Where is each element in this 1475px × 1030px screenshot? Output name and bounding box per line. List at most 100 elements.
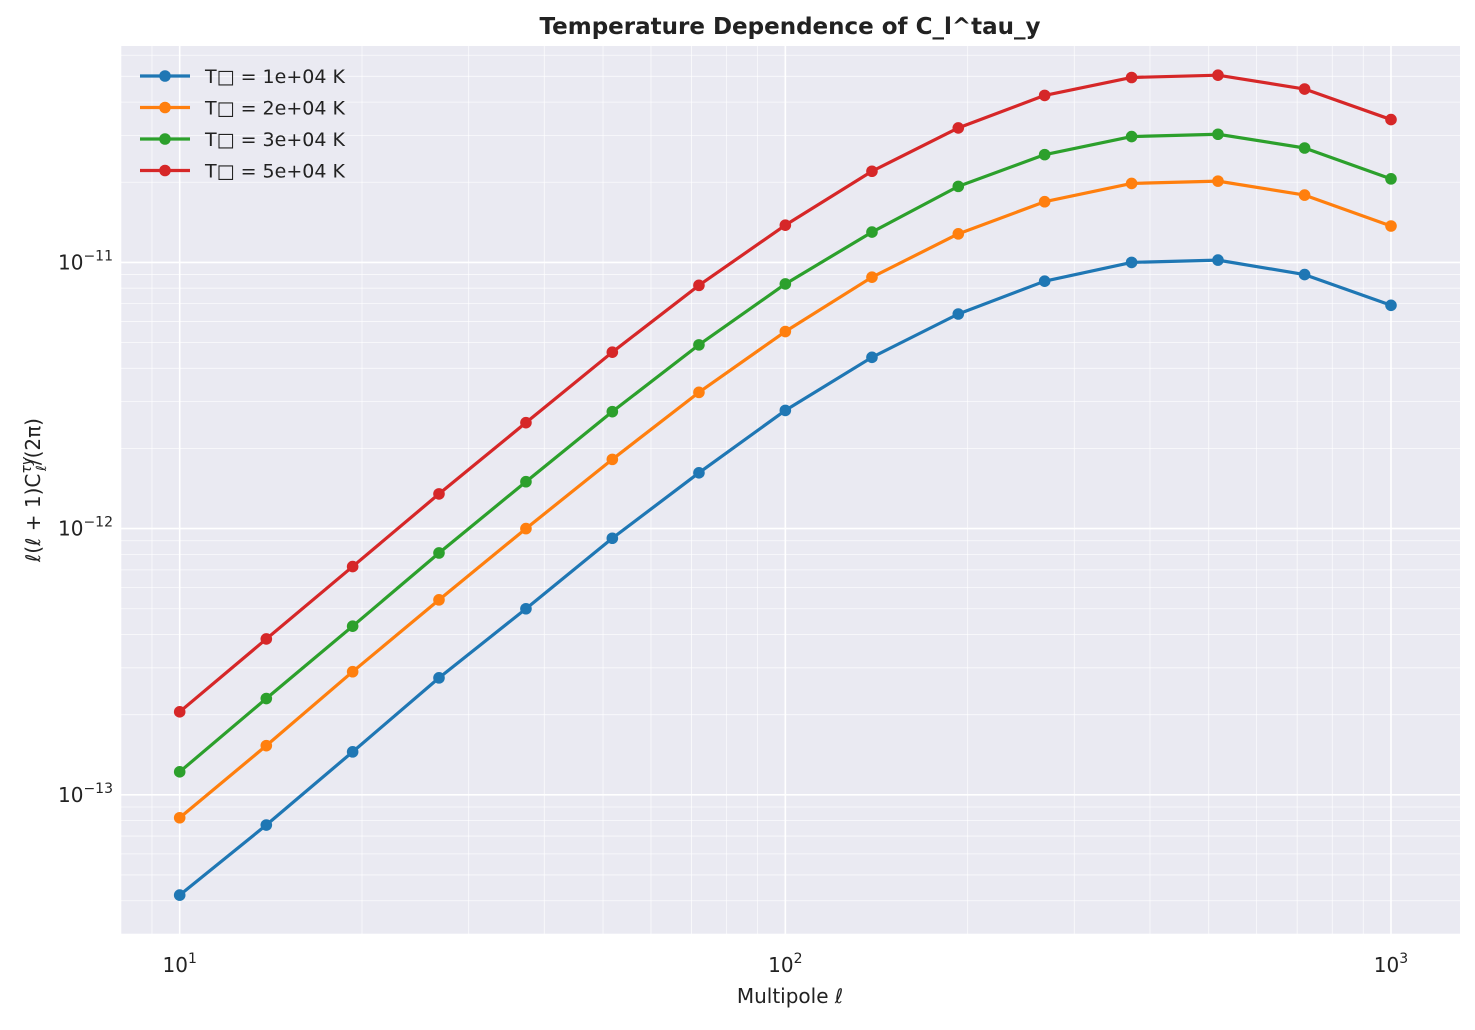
y-axis-label-part: ℓ(ℓ + 1)C <box>21 474 45 563</box>
series-group <box>173 69 1397 718</box>
data-point <box>433 488 445 500</box>
data-point <box>606 346 619 358</box>
x-tick-label: 102 <box>768 951 802 977</box>
data-point <box>952 228 965 240</box>
data-point <box>1038 89 1051 102</box>
data-point <box>173 766 186 778</box>
data-point <box>173 811 186 824</box>
data-point <box>1125 256 1138 269</box>
data-point <box>1385 113 1397 126</box>
data-point <box>260 739 273 752</box>
series-group <box>173 175 1397 824</box>
data-point <box>866 351 878 364</box>
plot-area <box>121 46 1460 934</box>
x-tick-base: 10 <box>1374 953 1399 977</box>
data-point <box>779 404 792 417</box>
data-point <box>779 325 792 338</box>
data-point <box>520 522 532 535</box>
data-point <box>1125 177 1138 190</box>
data-point <box>606 532 619 545</box>
data-point <box>606 405 619 418</box>
data-point <box>1298 268 1311 281</box>
data-point <box>520 602 532 615</box>
grid-major <box>121 46 1460 934</box>
data-point <box>779 278 792 290</box>
series-group <box>173 254 1397 901</box>
y-tick-base: 10 <box>58 783 83 807</box>
legend-marker <box>159 133 171 145</box>
x-tick-exp: 2 <box>794 951 803 967</box>
data-point <box>952 308 965 320</box>
y-tick-base: 10 <box>58 250 83 274</box>
legend: T□ = 1e+04 K T□ = 2e+04 K T□ = 3e+04 K T□ =… <box>140 66 345 183</box>
x-tick-base: 10 <box>768 953 793 977</box>
data-point <box>693 279 705 292</box>
x-tick-base: 10 <box>163 953 188 977</box>
data-point <box>173 706 186 718</box>
series-layer <box>173 69 1397 901</box>
data-point <box>1212 69 1224 81</box>
data-point <box>606 453 619 466</box>
data-point <box>1298 189 1311 201</box>
legend-label: T□ = 2e+04 K <box>204 98 345 120</box>
data-point <box>1385 299 1397 312</box>
data-point <box>866 271 878 283</box>
x-axis-label-text: Multipole ℓ <box>737 984 843 1008</box>
x-tick-label: 101 <box>163 951 197 977</box>
series-group <box>173 128 1397 778</box>
x-axis-label: Multipole ℓ <box>737 984 843 1008</box>
data-point <box>866 226 878 238</box>
data-point <box>1212 254 1224 266</box>
data-point <box>260 692 273 705</box>
legend-label: T□ = 3e+04 K <box>204 129 345 151</box>
data-point <box>260 633 273 645</box>
legend-marker <box>159 164 171 177</box>
data-point <box>1298 142 1311 154</box>
data-point <box>433 547 445 559</box>
data-point <box>693 467 705 479</box>
y-axis-label-part: /(2π) <box>21 418 45 465</box>
data-point <box>1385 173 1397 185</box>
data-point <box>952 180 965 193</box>
chart-title: Temperature Dependence of C_l^tau_y <box>540 14 1041 40</box>
y-tick-base: 10 <box>58 517 83 541</box>
data-point <box>1125 71 1138 84</box>
y-axis-label-part: ℓ <box>34 465 50 472</box>
data-point <box>346 746 359 758</box>
data-point <box>346 560 359 573</box>
data-point <box>693 386 705 399</box>
data-point <box>520 475 532 488</box>
x-tick-exp: 1 <box>188 951 197 967</box>
y-axis-label: ℓ(ℓ + 1)Cτyℓ/(2π) <box>19 418 50 563</box>
legend-marker <box>159 70 171 82</box>
y-tick-label: 10−11 <box>58 248 113 274</box>
y-axis-label-part: τy <box>19 456 35 473</box>
data-point <box>779 219 792 231</box>
data-point <box>346 620 359 632</box>
x-tick-exp: 3 <box>1399 951 1408 967</box>
data-point <box>952 122 965 134</box>
data-point <box>1385 220 1397 232</box>
legend-marker <box>159 101 171 114</box>
y-tick-label: 10−12 <box>58 515 113 541</box>
data-point <box>346 665 359 678</box>
y-axis-label-group: ℓ(ℓ + 1)Cτyℓ/(2π) <box>19 418 50 563</box>
data-point <box>1212 128 1224 141</box>
data-point <box>1212 175 1224 187</box>
data-point <box>173 889 186 901</box>
x-tick-label: 103 <box>1374 951 1408 977</box>
data-point <box>866 165 878 178</box>
data-point <box>433 594 445 606</box>
data-point <box>1125 130 1138 143</box>
y-tick-exp: −13 <box>83 781 113 797</box>
x-tick-labels: 101 102 103 <box>163 951 1409 977</box>
data-point <box>1038 275 1051 287</box>
data-point <box>1298 83 1311 95</box>
grid-minor <box>120 46 1460 935</box>
y-tick-label: 10−13 <box>58 781 113 807</box>
legend-label: T□ = 5e+04 K <box>204 161 345 183</box>
data-point <box>433 672 445 684</box>
